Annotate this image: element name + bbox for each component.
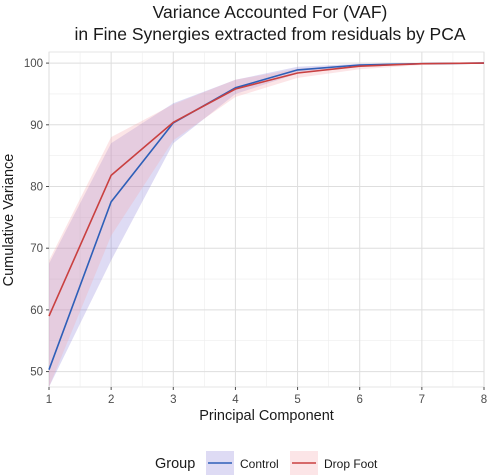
y-axis-ticks: 50 60 70 80 90 100 xyxy=(24,58,49,379)
y-tick-label: 70 xyxy=(30,243,43,255)
y-tick-label: 50 xyxy=(30,367,43,379)
series-lines xyxy=(48,62,485,370)
y-tick-label: 90 xyxy=(30,120,43,132)
x-tick-label: 7 xyxy=(419,394,425,406)
x-axis-title: Principal Component xyxy=(199,408,334,424)
legend-items: Control Drop Foot xyxy=(206,451,378,475)
legend-label: Drop Foot xyxy=(324,457,378,471)
x-tick-label: 6 xyxy=(357,394,363,406)
legend: Group Control Drop Foot xyxy=(155,451,378,475)
x-tick-label: 4 xyxy=(232,394,239,406)
confidence-ribbons xyxy=(49,63,484,387)
y-tick-label: 60 xyxy=(30,305,43,317)
x-tick-label: 5 xyxy=(294,394,300,406)
chart-title: Variance Accounted For (VAF) xyxy=(153,2,388,22)
chart-subtitle: in Fine Synergies extracted from residua… xyxy=(75,24,466,44)
x-tick-label: 1 xyxy=(46,394,52,406)
plot-panel xyxy=(48,51,485,388)
line-drop-foot xyxy=(48,62,485,317)
legend-label: Control xyxy=(240,457,279,471)
y-tick-label: 100 xyxy=(24,58,43,70)
minor-gridlines xyxy=(49,52,484,387)
legend-item-control: Control xyxy=(206,451,279,475)
major-gridlines xyxy=(48,52,485,387)
y-tick-label: 80 xyxy=(30,181,43,193)
legend-title: Group xyxy=(155,456,195,472)
legend-item-drop-foot: Drop Foot xyxy=(290,451,378,475)
x-tick-label: 2 xyxy=(108,394,114,406)
x-tick-label: 8 xyxy=(481,394,487,406)
y-axis-title: Cumulative Variance xyxy=(1,154,17,287)
ribbon-drop-foot xyxy=(49,63,484,387)
x-axis-ticks: 1 2 3 4 5 6 7 8 xyxy=(46,387,487,406)
ribbon-control xyxy=(49,63,484,387)
x-tick-label: 3 xyxy=(170,394,176,406)
